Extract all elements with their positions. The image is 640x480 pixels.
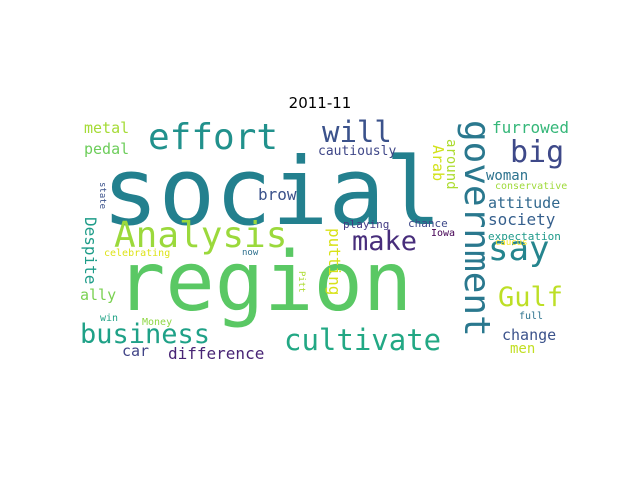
word-difference: difference (168, 344, 265, 363)
figure-title: 2011-11 (288, 94, 352, 112)
word-make: make (352, 226, 418, 257)
word-pitt: Pitt (296, 271, 306, 293)
word-conservative: conservative (495, 181, 568, 192)
word-woman: woman (486, 168, 529, 184)
word-furrowed: furrowed (492, 118, 570, 137)
word-putting: putting (325, 228, 344, 296)
word-attitude: attitude (488, 194, 561, 212)
word-social: social (102, 138, 442, 247)
word-cloud: social region effort Analysis government… (80, 118, 577, 368)
word-gulf: Gulf (498, 282, 564, 313)
word-will: will (322, 118, 392, 149)
word-win: win (100, 313, 119, 324)
word-state: state (97, 182, 107, 210)
word-now: now (242, 248, 259, 258)
word-money: Money (142, 317, 173, 328)
word-effort: effort (148, 118, 279, 158)
word-caucus: caucus (495, 238, 528, 248)
word-despite: Despite (81, 217, 100, 285)
word-around: around (443, 139, 459, 190)
word-analysis: Analysis (114, 215, 288, 256)
word-arab: Arab (429, 145, 447, 182)
word-iowa: Iowa (431, 228, 456, 239)
word-change: change (502, 326, 557, 344)
word-pedal: pedal (84, 140, 130, 158)
word-car: car (122, 342, 150, 360)
word-big: big (510, 135, 565, 170)
word-men: men (510, 341, 536, 357)
word-chance: chance (408, 217, 448, 230)
word-society: society (488, 210, 556, 229)
word-metal: metal (84, 119, 130, 137)
word-playing: playing (343, 218, 390, 231)
word-ally: ally (80, 286, 117, 304)
word-business: business (80, 319, 211, 350)
word-full: full (519, 311, 544, 322)
word-celebrating: celebrating (104, 248, 171, 259)
word-cultivate: cultivate (284, 323, 442, 357)
word-brow: brow (258, 185, 297, 204)
word-say: say (488, 229, 550, 269)
word-cautiously: cautiously (318, 144, 397, 159)
word-expectation: expectation (488, 230, 561, 243)
word-government: government (456, 120, 497, 337)
word-region: region (116, 235, 413, 330)
